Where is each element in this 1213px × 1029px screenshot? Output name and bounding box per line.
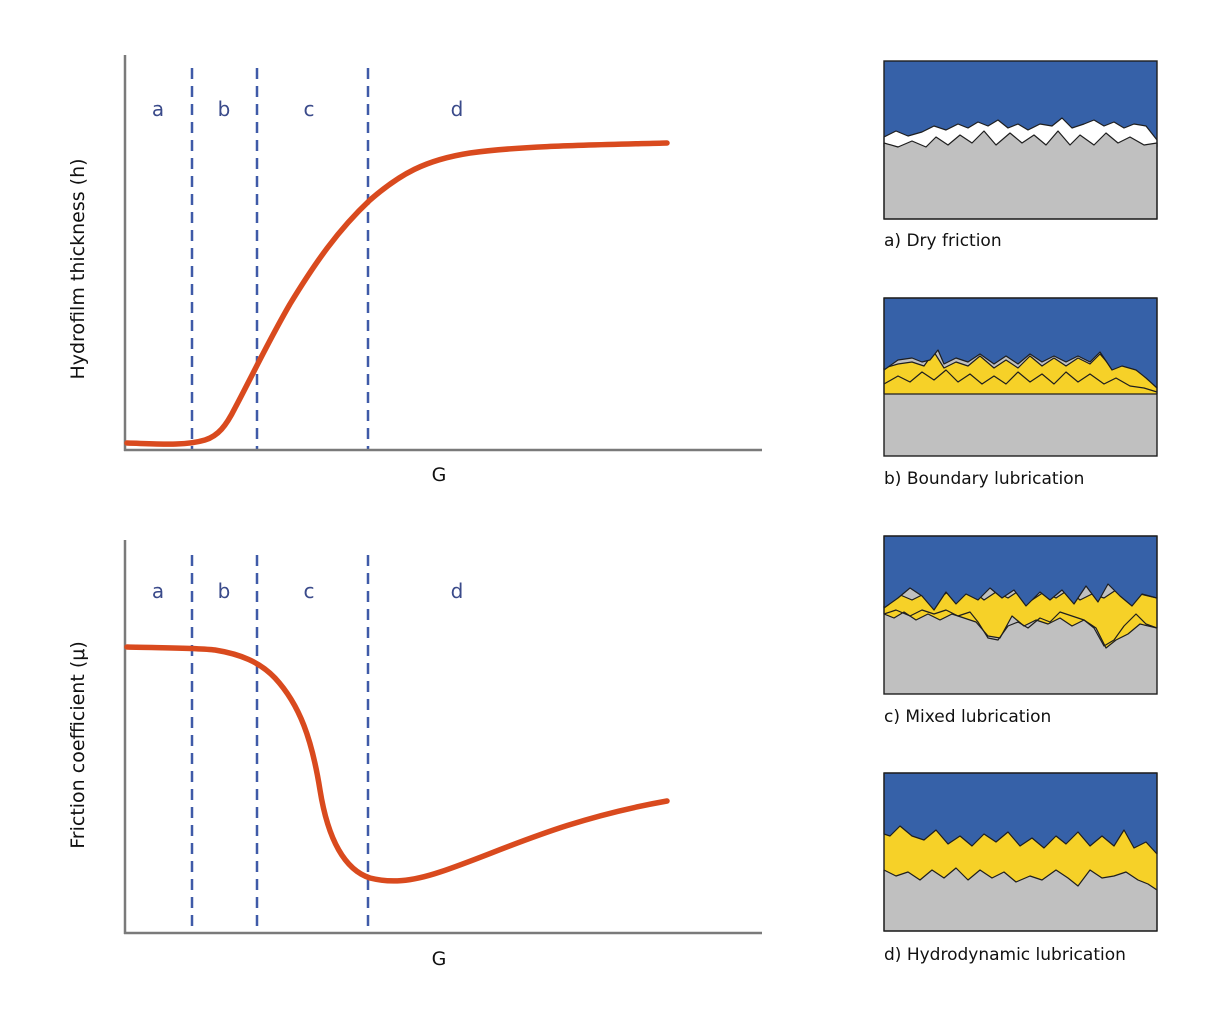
- friction-axes: [123, 540, 762, 935]
- region-label-b: b: [218, 97, 231, 121]
- film-thickness-region-dividers: [190, 68, 370, 450]
- region-label-a: a: [152, 579, 164, 603]
- upper-surface: [883, 297, 1158, 389]
- contact-gap: [883, 117, 1158, 148]
- region-label-d: d: [451, 97, 464, 121]
- panel-caption: b) Boundary lubrication: [884, 469, 1084, 489]
- lower-surface: [883, 867, 1158, 932]
- panel-caption: c) Mixed lubrication: [884, 707, 1051, 727]
- friction-xlabel: G: [432, 948, 447, 970]
- panel-frame: [883, 297, 1158, 457]
- film-thickness-curve: [124, 140, 670, 447]
- lower-surface: [883, 130, 1158, 220]
- friction-coefficient-chart: Friction coefficient (μ) G a b c d: [67, 540, 762, 970]
- panel-hydrodynamic-lubrication: d) Hydrodynamic lubrication: [883, 772, 1158, 965]
- lower-surface-edge: [883, 609, 1158, 647]
- friction-coefficient-curve: [124, 644, 670, 884]
- panel-caption: d) Hydrodynamic lubrication: [884, 945, 1126, 965]
- region-label-b: b: [218, 579, 231, 603]
- region-label-d: d: [451, 579, 464, 603]
- film-thickness-chart: Hydrofilm thickness (h) G a b c d: [67, 55, 762, 486]
- upper-surface: [883, 772, 1158, 855]
- panel-frame: [883, 535, 1158, 695]
- panel-mixed-lubrication: c) Mixed lubrication: [883, 535, 1158, 727]
- film-thickness-xlabel: G: [432, 464, 447, 486]
- lubricant-layer: [883, 589, 1158, 649]
- panel-dry-friction: a) Dry friction: [883, 60, 1158, 251]
- region-label-c: c: [304, 579, 315, 603]
- panel-frame: [883, 60, 1158, 220]
- panel-caption: a) Dry friction: [884, 231, 1002, 251]
- film-thickness-axes: [123, 55, 762, 452]
- panel-frame: [883, 772, 1158, 932]
- film-thickness-ylabel: Hydrofilm thickness (h): [67, 158, 89, 379]
- friction-region-dividers: [190, 555, 370, 933]
- friction-ylabel: Friction coefficient (μ): [67, 641, 89, 849]
- upper-surface: [883, 535, 1158, 611]
- region-label-a: a: [152, 97, 164, 121]
- panel-boundary-lubrication: b) Boundary lubrication: [883, 297, 1158, 489]
- lower-surface-edge: [883, 369, 1158, 393]
- region-label-c: c: [304, 97, 315, 121]
